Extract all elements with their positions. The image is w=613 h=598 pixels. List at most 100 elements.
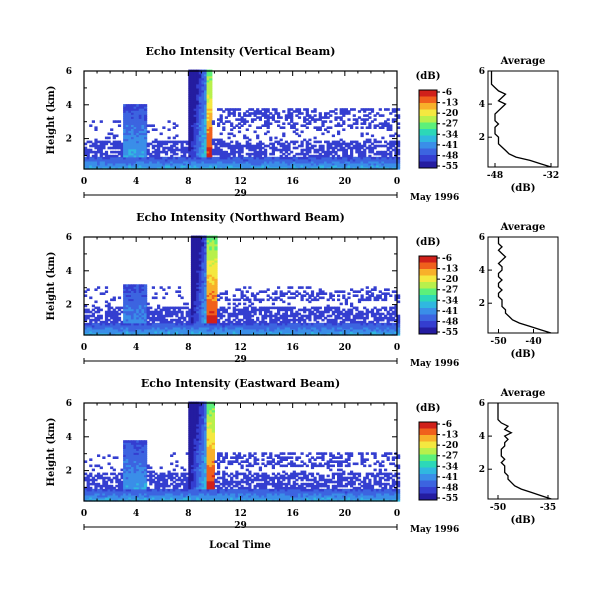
heatmap-cell [290, 296, 294, 300]
heatmap-cell [305, 328, 309, 332]
heatmap-cell [193, 249, 197, 253]
heatmap-cell [297, 333, 302, 336]
heatmap-cell [94, 322, 98, 326]
heatmap-cell [350, 140, 354, 144]
heatmap-cell [248, 114, 252, 117]
heatmap-cell [250, 328, 255, 332]
heatmap-cell [261, 124, 265, 127]
heatmap-cell [209, 314, 213, 318]
heatmap-cell [123, 126, 127, 129]
heatmap-cell [318, 330, 322, 334]
heatmap-cell [193, 96, 197, 99]
heatmap-cell [157, 150, 161, 154]
heatmap-cell [209, 258, 213, 261]
heatmap-cell [151, 328, 155, 332]
heatmap-cell [123, 138, 127, 142]
heatmap-cell [133, 148, 137, 152]
heatmap-cell [190, 100, 195, 103]
heatmap-cell [337, 294, 341, 297]
heatmap-cell [112, 162, 116, 166]
heatmap-cell [303, 314, 307, 318]
heatmap-cell [253, 156, 257, 160]
heatmap-cell [217, 320, 221, 324]
heatmap-cell [159, 320, 163, 324]
heatmap-cell [125, 294, 129, 297]
heatmap-cell [120, 310, 124, 314]
x-tick-label: 20 [339, 177, 352, 187]
heatmap-cell [258, 330, 262, 334]
heatmap-cell [248, 158, 252, 162]
heatmap-cell [368, 326, 372, 330]
heatmap-cell [292, 312, 296, 316]
heatmap-cell [97, 148, 101, 152]
heatmap-cell [141, 144, 145, 148]
heatmap-cell [206, 96, 210, 99]
heatmap-cell [274, 333, 278, 336]
heatmap-cell [180, 316, 184, 320]
heatmap-cell [198, 262, 202, 265]
heatmap-cell [141, 130, 145, 134]
heatmap-cell [248, 138, 252, 142]
heatmap-cell [329, 114, 333, 117]
heatmap-cell [193, 162, 197, 166]
heatmap-cell [206, 306, 210, 310]
heatmap-cell [370, 167, 375, 170]
heatmap-cell [125, 290, 129, 293]
x-tick-label: 16 [286, 177, 299, 187]
heatmap-cell [386, 316, 390, 320]
heatmap-cell [250, 167, 255, 170]
heatmap-cell [334, 328, 338, 332]
heatmap-cell [188, 106, 192, 109]
heatmap-cell [321, 158, 325, 162]
heatmap-cell [378, 326, 382, 330]
heatmap-cell [264, 328, 268, 332]
heatmap-cell [196, 100, 200, 103]
heatmap-cell [248, 318, 252, 322]
heatmap-cell [339, 322, 343, 326]
heatmap-cell [290, 318, 294, 322]
heatmap-cell [138, 318, 142, 322]
heatmap-cell [219, 333, 223, 336]
heatmap-cell [253, 162, 257, 166]
heatmap-cell [217, 308, 221, 312]
heatmap-cell [115, 496, 119, 500]
heatmap-cell [237, 154, 242, 158]
heatmap-cell [162, 330, 166, 334]
heatmap-cell [217, 318, 221, 322]
x-tick-label: 0 [81, 343, 87, 353]
heatmap-cell [196, 251, 200, 255]
heatmap-cell [138, 126, 142, 129]
heatmap-cell [198, 98, 202, 101]
heatmap-cell [136, 490, 140, 494]
heatmap-cell [256, 116, 260, 119]
heatmap-cell [128, 460, 132, 463]
heatmap-cell [196, 306, 200, 310]
heatmap-cell [128, 162, 132, 166]
heatmap-cell [141, 499, 145, 502]
heatmap-cell [324, 310, 328, 314]
heatmap-cell [112, 490, 116, 494]
heatmap-cell [217, 124, 221, 127]
heatmap-cell [128, 294, 132, 297]
heatmap-cell [206, 71, 210, 75]
heatmap-cell [303, 310, 307, 314]
heatmap-cell [321, 330, 325, 334]
heatmap-cell [211, 255, 215, 259]
heatmap-cell [144, 142, 148, 146]
heatmap-cell [107, 132, 111, 136]
heatmap-cell [342, 154, 346, 158]
heatmap-cell [89, 144, 93, 148]
heatmap-cell [115, 164, 119, 168]
heatmap-cell [253, 308, 257, 312]
heatmap-cell [190, 152, 195, 156]
heatmap-cell [264, 124, 268, 127]
heatmap-cell [125, 120, 129, 123]
heatmap-cell [144, 330, 148, 334]
heatmap-cell [209, 94, 213, 97]
heatmap-cell [209, 294, 213, 297]
heatmap-cell [235, 298, 239, 302]
heatmap-cell [102, 292, 106, 295]
heatmap-cell [149, 160, 153, 164]
heatmap-cell [378, 162, 382, 166]
heatmap-cell [376, 324, 380, 328]
